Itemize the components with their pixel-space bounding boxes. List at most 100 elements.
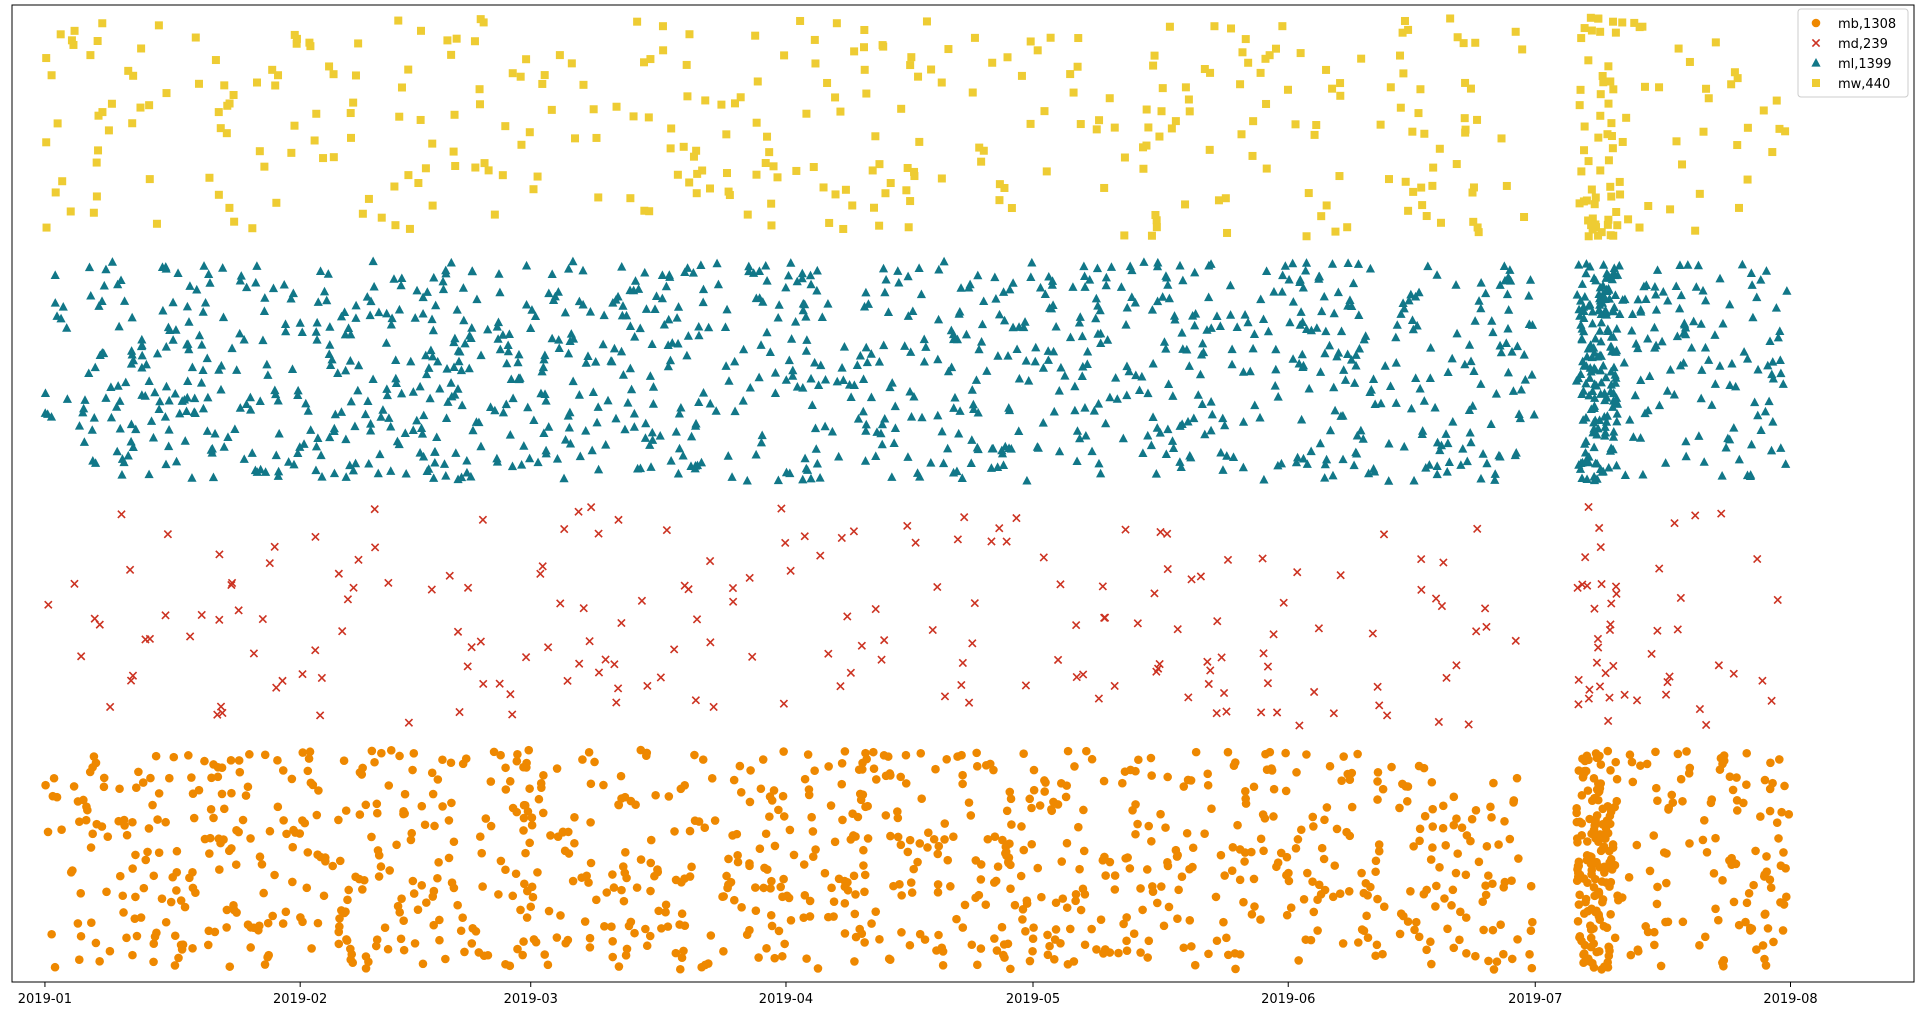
data-point [1630,18,1639,27]
data-point [187,362,197,372]
data-point [1368,463,1379,473]
data-point [1365,263,1376,273]
data-point [1589,442,1599,452]
data-point [903,452,913,461]
data-point [386,319,396,329]
data-point [916,748,926,758]
data-point [334,939,344,949]
data-point [799,860,809,869]
data-point [661,900,671,910]
data-point [311,465,321,475]
data-point [1249,117,1258,126]
data-point [646,462,656,471]
data-point [1029,765,1039,775]
data-point [911,538,920,547]
data-point [1571,376,1582,385]
data-point [1490,475,1500,484]
data-point [513,749,522,759]
data-point [329,468,340,478]
data-point [730,356,740,366]
data-point [152,219,161,228]
data-point [1605,858,1614,867]
data-point [1178,344,1188,353]
data-point [871,907,881,916]
data-point [594,529,603,538]
data-point [81,815,91,825]
data-point [1599,78,1608,87]
data-point [333,368,343,377]
data-point [1462,948,1471,958]
data-point [1373,777,1382,786]
data-point [92,158,101,167]
data-point [445,571,454,580]
data-point [806,373,816,383]
data-point [176,896,186,905]
data-point [1386,83,1395,92]
data-point [1296,49,1305,58]
data-point [756,437,767,447]
data-point [1343,223,1352,232]
data-point [1062,838,1072,848]
data-point [118,891,128,901]
series-ml [40,256,1792,485]
data-point [1094,694,1104,703]
data-point [1600,430,1610,440]
data-point [803,750,813,759]
data-point [1731,381,1741,391]
data-point [230,424,240,433]
data-point [560,307,570,317]
data-point [559,473,569,483]
data-point [960,513,969,522]
data-point [625,321,636,331]
data-point [1028,946,1037,956]
data-point [955,406,965,415]
data-point [389,274,399,283]
data-point [1613,221,1622,230]
data-point [1387,762,1396,772]
data-point [272,198,281,207]
data-point [148,432,159,442]
data-point [736,93,745,102]
data-point [608,937,617,946]
data-point [1163,424,1173,434]
data-point [648,399,659,408]
data-point [1080,403,1090,412]
data-point [1772,96,1781,105]
data-point [1573,917,1583,926]
data-point [866,349,876,358]
data-point [310,136,319,145]
data-point [197,610,206,620]
data-point [767,876,776,886]
data-point [1404,206,1413,215]
data-point [239,454,249,463]
data-point [1592,658,1602,667]
data-point [362,292,372,301]
data-point [188,943,197,953]
data-point [528,892,538,902]
data-point [1261,749,1270,759]
data-point [1602,923,1612,932]
data-point [643,681,652,691]
data-point [1453,849,1463,858]
data-point [968,639,977,648]
data-point [115,784,124,794]
data-point [1584,157,1593,166]
data-point [260,960,270,969]
data-point [1473,115,1482,124]
data-point [968,88,977,97]
data-point [1306,446,1316,456]
data-point [1439,558,1448,567]
data-point [1596,317,1607,327]
data-point [1087,754,1097,764]
data-point [361,952,371,961]
data-point [1371,867,1380,877]
data-point [729,895,739,905]
data-point [759,883,768,893]
data-point [868,166,877,175]
data-point [1763,360,1773,370]
data-point [1029,785,1039,795]
data-point [1609,267,1619,277]
data-point [1062,781,1072,790]
data-point [1507,954,1517,964]
data-point [387,313,397,323]
